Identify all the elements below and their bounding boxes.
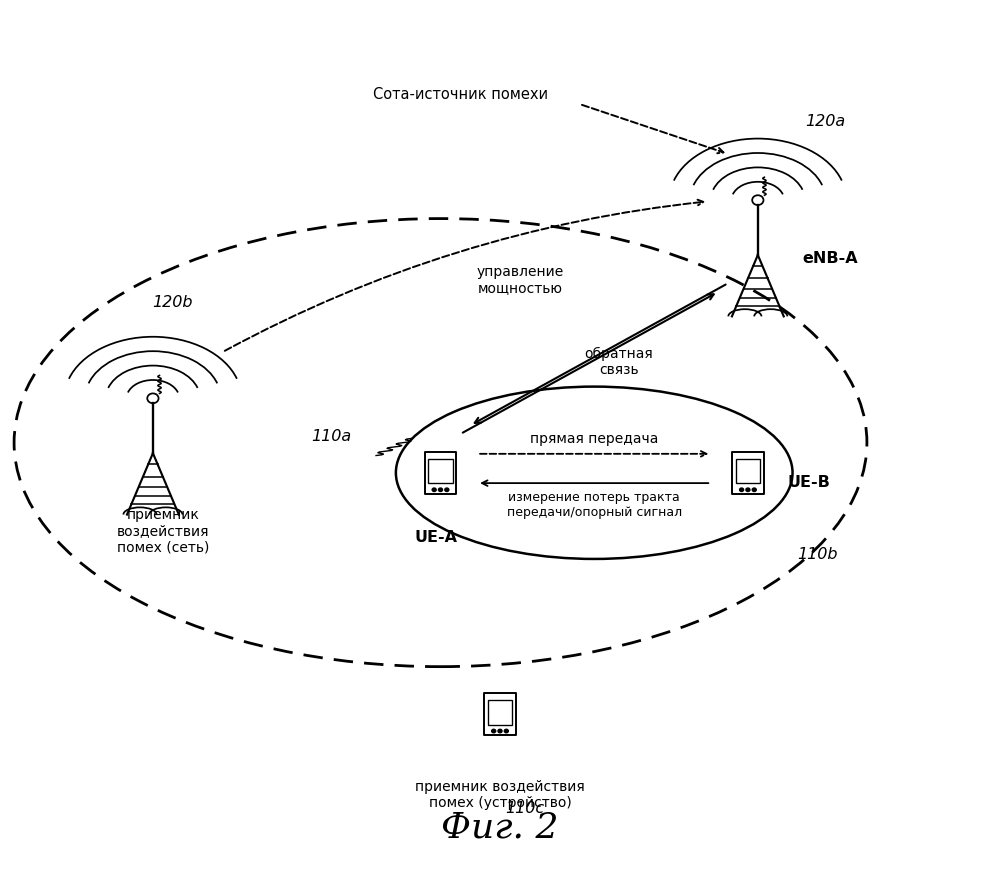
Circle shape (492, 729, 496, 733)
Text: приемник
воздействия
помех (сеть): приемник воздействия помех (сеть) (117, 507, 209, 554)
Circle shape (504, 729, 508, 733)
Bar (736, 459, 760, 484)
Text: измерение потерь тракта
передачи/опорный сигнал: измерение потерь тракта передачи/опорный… (507, 490, 682, 519)
Bar (488, 700, 512, 725)
Circle shape (445, 488, 449, 492)
Circle shape (498, 729, 502, 733)
Circle shape (438, 488, 443, 492)
Text: приемник воздействия
помех (устройство): приемник воздействия помех (устройство) (415, 779, 585, 809)
Circle shape (752, 488, 756, 492)
Text: 120b: 120b (152, 295, 193, 309)
Text: UE-A: UE-A (414, 529, 457, 544)
Text: 120a: 120a (805, 114, 846, 129)
Text: управление
мощностью: управление мощностью (476, 264, 563, 295)
Text: обратная
связь: обратная связь (585, 346, 653, 376)
Text: eNB-A: eNB-A (802, 250, 858, 266)
Circle shape (432, 488, 436, 492)
Circle shape (746, 488, 750, 492)
Text: 110c: 110c (505, 800, 544, 815)
Bar (732, 452, 764, 494)
Bar (428, 459, 453, 484)
Text: UE-B: UE-B (788, 474, 830, 489)
Text: 110a: 110a (311, 428, 351, 443)
Text: Фиг. 2: Фиг. 2 (441, 809, 559, 843)
Circle shape (740, 488, 744, 492)
Text: прямая передача: прямая передача (530, 432, 658, 446)
Bar (425, 452, 456, 494)
Text: Сота-источник помехи: Сота-источник помехи (373, 87, 548, 102)
Bar (484, 693, 516, 735)
Text: 110b: 110b (798, 547, 838, 561)
